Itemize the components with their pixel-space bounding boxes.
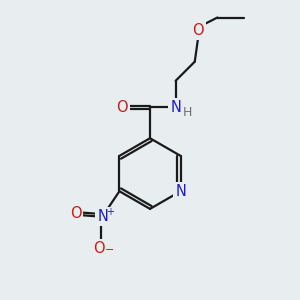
Text: −: −: [105, 245, 114, 255]
Text: N: N: [175, 184, 186, 199]
Text: O: O: [93, 241, 104, 256]
Text: O: O: [116, 100, 127, 115]
Text: O: O: [193, 23, 204, 38]
Text: H: H: [183, 106, 192, 119]
Text: N: N: [97, 209, 108, 224]
Text: +: +: [106, 207, 114, 217]
Text: N: N: [170, 100, 181, 115]
Text: O: O: [70, 206, 81, 221]
